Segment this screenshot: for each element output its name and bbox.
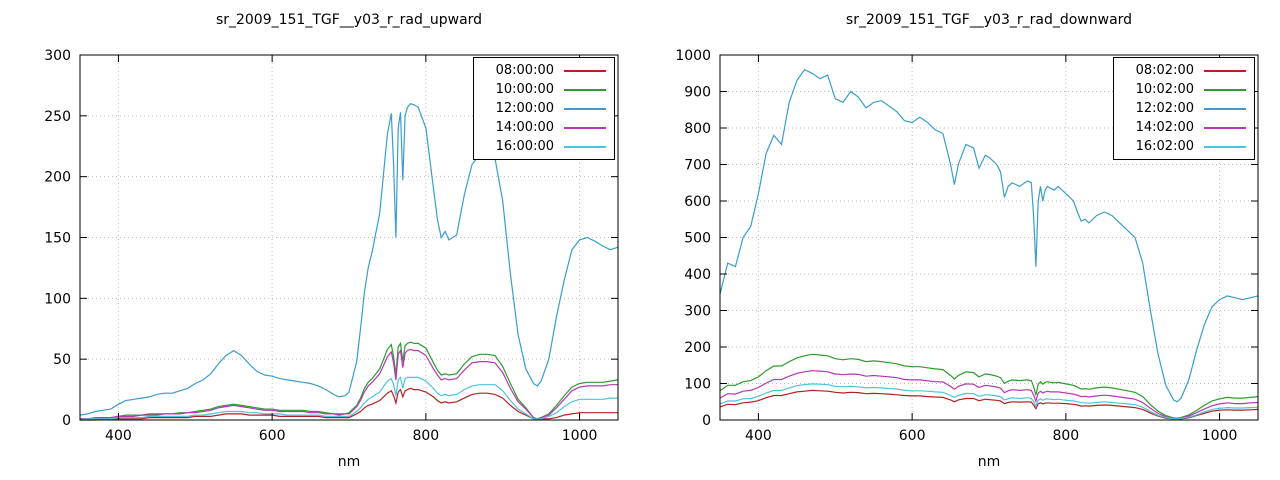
y-tick-label: 500 — [684, 231, 711, 247]
y-tick-label: 150 — [44, 231, 71, 247]
series-line-160200 — [719, 383, 1259, 420]
legend-entry: 16:00:00 — [496, 137, 606, 156]
legend-entry: 10:02:00 — [1136, 80, 1246, 99]
series-line-140000 — [80, 348, 618, 420]
legend-line-sample — [1204, 145, 1246, 148]
legend-label: 16:00:00 — [495, 139, 554, 154]
legend-upward: 08:00:00 10:00:00 12:00:00 14:00:00 16:00:00 — [472, 57, 615, 160]
series-line-160000 — [79, 376, 618, 421]
legend-entry: 12:02:00 — [1136, 99, 1246, 118]
legend-entry: 14:00:00 — [496, 118, 606, 137]
legend-line-sample — [564, 107, 606, 110]
x-tick-label: 600 — [259, 428, 286, 444]
y-tick-label: 0 — [62, 413, 71, 429]
y-tick-label: 50 — [53, 352, 71, 368]
y-tick-label: 100 — [44, 291, 71, 307]
y-tick-label: 100 — [684, 377, 711, 393]
x-axis-label-upward: nm — [337, 454, 361, 470]
legend-line-sample — [564, 69, 606, 72]
y-tick-label: 900 — [684, 85, 711, 101]
legend-label: 16:02:00 — [1135, 139, 1194, 154]
series-line-080000 — [80, 387, 618, 421]
y-tick-label: 300 — [44, 48, 71, 64]
legend-entry: 12:00:00 — [496, 99, 606, 118]
legend-line-sample — [1204, 69, 1246, 72]
legend-entry: 10:00:00 — [496, 80, 606, 99]
plot-area-downward: 400 600 800 1000 0 100 200 300 400 500 600 700 800 90… — [675, 48, 1259, 444]
x-tick-label: 1000 — [1202, 428, 1238, 444]
legend-line-sample — [564, 126, 606, 129]
legend-line-sample — [1204, 126, 1246, 129]
x-tick-label: 600 — [899, 428, 926, 444]
y-tick-label: 700 — [684, 158, 711, 174]
legend-entry: 08:00:00 — [496, 61, 606, 80]
x-axis-label-downward: nm — [977, 454, 1001, 470]
legend-entry: 16:02:00 — [1136, 137, 1246, 156]
legend-entry: 14:02:00 — [1136, 118, 1246, 137]
plot-area-upward: 400 600 800 1000 0 50 100 150 200 250 300 — [44, 48, 619, 444]
chart-upward: sr_2009_151_TGF__y03_r_rad_upward 400 600… — [44, 12, 619, 470]
x-tick-label: 1000 — [562, 428, 598, 444]
legend-line-sample — [1204, 107, 1246, 110]
series-line-100000 — [80, 341, 619, 420]
legend-label: 08:00:00 — [495, 63, 554, 78]
chart-title-downward: sr_2009_151_TGF__y03_r_rad_downward — [845, 12, 1133, 28]
chart-title-upward: sr_2009_151_TGF__y03_r_rad_upward — [215, 12, 483, 28]
x-tick-label: 800 — [412, 428, 439, 444]
series-line-100200 — [719, 353, 1259, 419]
legend-line-sample — [564, 145, 606, 148]
x-tick-label: 800 — [1052, 428, 1079, 444]
legend-line-sample — [1204, 88, 1246, 91]
legend-label: 10:00:00 — [495, 82, 554, 97]
x-tick-label: 400 — [745, 428, 772, 444]
legend-label: 12:02:00 — [1135, 101, 1194, 116]
series-line-120200 — [719, 68, 1259, 403]
y-tick-label: 600 — [684, 194, 711, 210]
legend-label: 14:02:00 — [1135, 120, 1194, 135]
y-tick-label: 250 — [44, 109, 71, 125]
y-tick-label: 800 — [684, 121, 711, 137]
legend-downward: 08:02:00 10:02:00 12:02:00 14:02:00 16:02:00 — [1112, 57, 1255, 160]
series-line-120000 — [79, 103, 619, 416]
legend-label: 08:02:00 — [1135, 63, 1194, 78]
y-tick-label: 200 — [684, 340, 711, 356]
y-tick-label: 200 — [44, 170, 71, 186]
y-tick-label: 1000 — [675, 48, 711, 64]
legend-entry: 08:02:00 — [1136, 61, 1246, 80]
y-tick-label: 400 — [684, 267, 711, 283]
series-line-080200 — [719, 389, 1259, 420]
legend-line-sample — [564, 88, 606, 91]
chart-downward: sr_2009_151_TGF__y03_r_rad_downward 400 6… — [640, 0, 1280, 480]
legend-label: 12:00:00 — [495, 101, 554, 116]
series-line-140200 — [719, 370, 1259, 420]
x-tick-label: 400 — [105, 428, 132, 444]
legend-label: 10:02:00 — [1135, 82, 1194, 97]
legend-label: 14:00:00 — [495, 120, 554, 135]
y-tick-label: 300 — [684, 304, 711, 320]
y-tick-label: 0 — [702, 413, 711, 429]
